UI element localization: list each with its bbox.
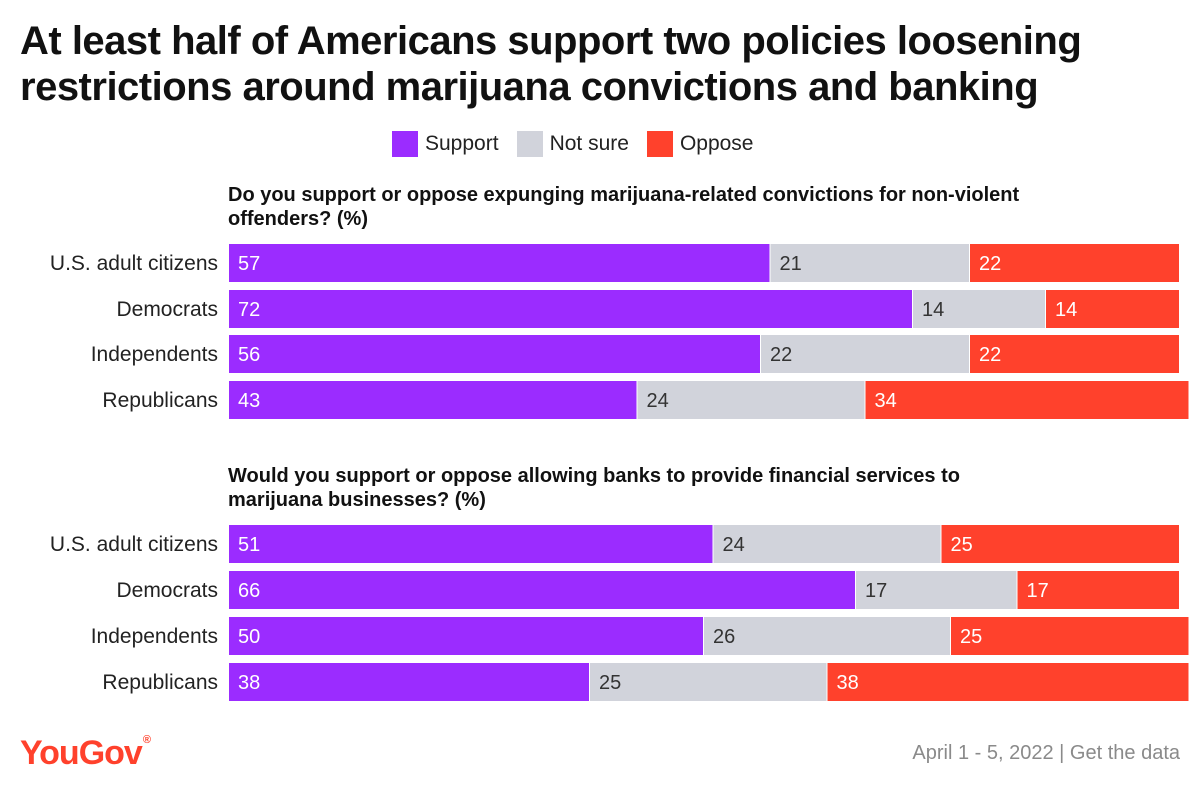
legend-item-oppose: Oppose: [646, 131, 754, 157]
data-label-not-sure-u-s-adult-citizens: 24: [723, 534, 745, 556]
panel-1-question: Do you support or oppose expunging marij…: [228, 183, 1178, 231]
legend-swatch-not-sure: [516, 131, 543, 157]
category-label-democrats: Democrats: [116, 298, 218, 321]
data-label-oppose-republicans: 34: [875, 390, 897, 412]
legend-label-not-sure: Not sure: [549, 132, 629, 155]
bar-oppose-independents: [970, 335, 1179, 373]
data-label-not-sure-independents: 22: [770, 344, 792, 366]
legend-item-not-sure: Not sure: [516, 131, 629, 157]
bar-support-u-s-adult-citizens: [229, 525, 713, 563]
bar-not-sure-independents: [704, 617, 950, 655]
bar-support-republicans: [229, 381, 637, 419]
data-label-oppose-u-s-adult-citizens: 25: [951, 534, 973, 556]
category-label-u-s-adult-citizens: U.S. adult citizens: [50, 252, 218, 275]
bar-not-sure-u-s-adult-citizens: [770, 244, 969, 282]
category-label-democrats: Democrats: [116, 579, 218, 602]
bar-support-independents: [229, 335, 760, 373]
bar-oppose-democrats: [1017, 571, 1179, 609]
data-label-support-republicans: 43: [238, 390, 260, 412]
bar-oppose-independents: [951, 617, 1189, 655]
data-label-support-democrats: 66: [238, 580, 260, 602]
data-label-oppose-independents: 22: [979, 344, 1001, 366]
data-label-not-sure-democrats: 17: [865, 580, 887, 602]
bar-not-sure-republicans: [637, 381, 865, 419]
bar-oppose-u-s-adult-citizens: [970, 244, 1179, 282]
data-label-support-independents: 56: [238, 344, 260, 366]
data-label-not-sure-independents: 26: [713, 626, 735, 648]
panel-1-question-line: Do you support or oppose expunging marij…: [228, 184, 1020, 206]
yougov-logo: YouGov®: [20, 734, 151, 773]
data-label-support-u-s-adult-citizens: 57: [238, 253, 260, 275]
data-label-oppose-independents: 25: [960, 626, 982, 648]
category-label-u-s-adult-citizens: U.S. adult citizens: [50, 533, 218, 556]
bar-not-sure-republicans: [590, 663, 827, 701]
yougov-logo-text: YouGov: [20, 734, 143, 772]
bar-not-sure-democrats: [913, 290, 1045, 328]
bar-support-republicans: [229, 663, 589, 701]
category-label-independents: Independents: [91, 343, 218, 366]
data-label-support-u-s-adult-citizens: 51: [238, 534, 260, 556]
bar-oppose-republicans: [865, 381, 1189, 419]
legend-swatch-oppose: [646, 131, 673, 157]
bar-not-sure-u-s-adult-citizens: [713, 525, 941, 563]
chart-title-line: restrictions around marijuana conviction…: [20, 65, 1039, 109]
chart-title: At least half of Americans support two p…: [20, 18, 1190, 110]
data-label-support-republicans: 38: [238, 672, 260, 694]
chart-title-line: At least half of Americans support two p…: [20, 19, 1082, 63]
panel-1-question-line: offenders? (%): [228, 208, 368, 230]
category-label-independents: Independents: [91, 625, 218, 648]
registered-mark-icon: ®: [142, 734, 151, 746]
data-label-oppose-democrats: 14: [1055, 299, 1077, 321]
legend: Support Not sure Oppose: [392, 131, 772, 157]
bar-support-independents: [229, 617, 703, 655]
data-label-support-democrats: 72: [238, 299, 260, 321]
footer-source[interactable]: April 1 - 5, 2022 | Get the data: [912, 742, 1180, 764]
data-label-oppose-democrats: 17: [1027, 580, 1049, 602]
category-label-republicans: Republicans: [102, 671, 218, 694]
legend-label-oppose: Oppose: [679, 132, 754, 155]
bar-not-sure-independents: [761, 335, 969, 373]
panel-2-question-line: marijuana businesses? (%): [228, 489, 486, 511]
data-label-oppose-u-s-adult-citizens: 22: [979, 253, 1001, 275]
data-label-not-sure-republicans: 25: [599, 672, 621, 694]
data-label-not-sure-democrats: 14: [922, 299, 944, 321]
bar-oppose-democrats: [1046, 290, 1179, 328]
legend-item-support: Support: [392, 131, 499, 157]
bar-support-u-s-adult-citizens: [229, 244, 770, 282]
legend-label-support: Support: [425, 132, 499, 155]
panel-2-question-line: Would you support or oppose allowing ban…: [228, 465, 960, 487]
legend-swatch-support: [392, 131, 418, 157]
bar-not-sure-democrats: [856, 571, 1017, 609]
data-label-not-sure-u-s-adult-citizens: 21: [780, 253, 802, 275]
bar-oppose-republicans: [827, 663, 1189, 701]
bar-support-democrats: [229, 290, 912, 328]
data-label-support-independents: 50: [238, 626, 260, 648]
bar-oppose-u-s-adult-citizens: [941, 525, 1179, 563]
category-label-republicans: Republicans: [102, 389, 218, 412]
bar-support-democrats: [229, 571, 855, 609]
data-label-oppose-republicans: 38: [837, 672, 859, 694]
data-label-not-sure-republicans: 24: [647, 390, 669, 412]
panel-2-question: Would you support or oppose allowing ban…: [228, 464, 1178, 512]
